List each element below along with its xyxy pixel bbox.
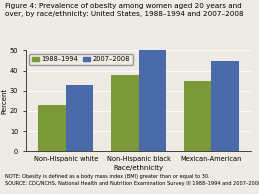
Text: Figure 4: Prevalence of obesity among women aged 20 years and: Figure 4: Prevalence of obesity among wo…: [5, 3, 242, 9]
Text: NOTE: Obesity is defined as a body mass index (BMI) greater than or equal to 30.: NOTE: Obesity is defined as a body mass …: [5, 174, 210, 179]
Legend: 1988–1994, 2007–2008: 1988–1994, 2007–2008: [29, 54, 133, 65]
Bar: [66, 85, 93, 151]
Y-axis label: Percent: Percent: [1, 88, 7, 114]
Bar: [38, 105, 66, 151]
Bar: [139, 50, 166, 151]
Text: over, by race/ethnicity: United States, 1988–1994 and 2007–2008: over, by race/ethnicity: United States, …: [5, 11, 244, 17]
Text: SOURCE: CDC/NCHS, National Health and Nutrition Examination Survey III 1988–1994: SOURCE: CDC/NCHS, National Health and Nu…: [5, 181, 259, 186]
Bar: [184, 81, 211, 151]
Bar: [111, 75, 139, 151]
Bar: [211, 61, 239, 151]
X-axis label: Race/ethnicity: Race/ethnicity: [113, 165, 164, 171]
